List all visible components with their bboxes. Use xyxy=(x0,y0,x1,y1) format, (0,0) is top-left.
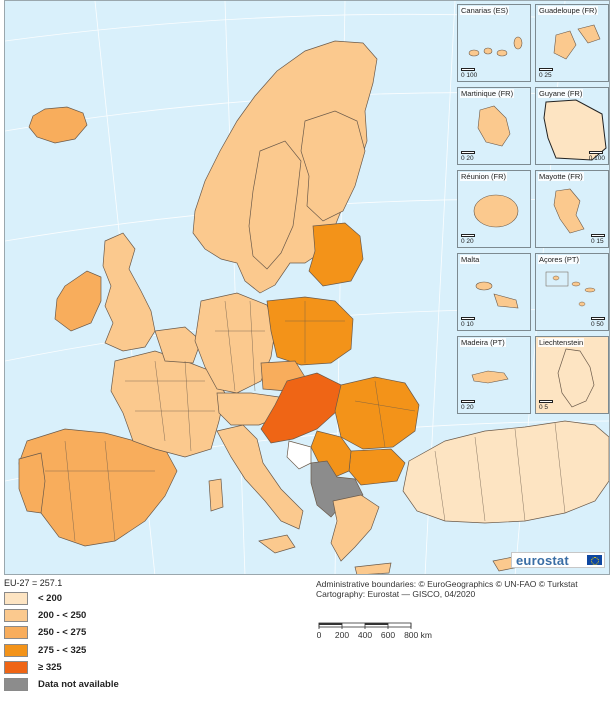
scale-label: 200 xyxy=(334,630,350,640)
inset-malta: Malta 0 10 xyxy=(457,253,531,331)
inset-map xyxy=(557,348,595,408)
inset-label: Mayotte (FR) xyxy=(538,172,584,181)
legend-item: < 200 xyxy=(4,590,304,607)
scale-label: 600 xyxy=(380,630,396,640)
legend-item: 275 - < 325 xyxy=(4,642,304,659)
legend-swatch xyxy=(4,660,28,674)
credits-cartography: Cartography: Eurostat — GISCO, 04/2020 xyxy=(316,589,476,599)
inset-scale: 0 10 xyxy=(461,317,475,328)
inset-scale: 0 20 xyxy=(461,234,475,245)
logo-text: eurostat xyxy=(516,552,569,568)
map-frame: Canarias (ES) 0 100 Guadeloupe (FR) 0 25… xyxy=(4,0,610,575)
inset-scale: 0 20 xyxy=(461,400,475,411)
scale-labels: 0 200 400 600 800 km xyxy=(316,630,432,640)
legend-swatch xyxy=(4,678,28,692)
region-baltics xyxy=(308,222,364,287)
scale-label: 400 xyxy=(357,630,373,640)
region-poland xyxy=(266,296,354,366)
region-portugal xyxy=(18,452,46,514)
region-sicily xyxy=(258,534,296,554)
legend-item: 200 - < 250 xyxy=(4,607,304,624)
inset-label: Guadeloupe (FR) xyxy=(538,6,598,15)
credits-boundaries: Administrative boundaries: © EuroGeograp… xyxy=(316,579,578,589)
region-great-britain xyxy=(102,232,156,352)
region-benelux xyxy=(154,326,202,364)
inset-map xyxy=(468,36,523,57)
region-bulgaria xyxy=(348,448,406,486)
legend-label: 200 - < 250 xyxy=(38,610,87,622)
inset-reunion: Réunion (FR) 0 20 xyxy=(457,170,531,248)
inset-map xyxy=(553,24,601,60)
scale-bar-graphic xyxy=(318,622,412,629)
region-finland xyxy=(300,110,366,222)
region-greece xyxy=(330,494,380,562)
legend-swatch xyxy=(4,609,28,623)
inset-mayotte: Mayotte (FR) 0 15 xyxy=(535,170,609,248)
inset-map xyxy=(477,105,511,147)
legend: EU-27 = 257.1 < 200 200 - < 250 250 - < … xyxy=(4,578,304,693)
inset-scale: 0 100 xyxy=(588,151,605,162)
region-turkey xyxy=(402,420,609,524)
europe-map xyxy=(5,1,609,574)
inset-map xyxy=(475,281,519,309)
legend-swatch xyxy=(4,643,28,657)
region-central-hotspot xyxy=(260,372,342,444)
eu-average: EU-27 = 257.1 xyxy=(4,578,63,588)
inset-madeira: Madeira (PT) 0 20 xyxy=(457,336,531,414)
inset-scale: 0 15 xyxy=(591,234,605,245)
inset-scale: 0 5 xyxy=(539,400,553,411)
region-bosnia xyxy=(286,440,312,470)
region-borders xyxy=(45,300,566,542)
inset-label: Liechtenstein xyxy=(538,338,585,347)
legend-item: Data not available xyxy=(4,676,304,693)
inset-label: Réunion (FR) xyxy=(460,172,508,181)
inset-map xyxy=(553,188,585,234)
legend-label: ≥ 325 xyxy=(38,661,62,673)
inset-guadeloupe: Guadeloupe (FR) 0 25 xyxy=(535,4,609,82)
inset-scale: 0 20 xyxy=(461,151,475,162)
inset-scale: 0 25 xyxy=(539,68,553,79)
inset-scale: 0 50 xyxy=(591,317,605,328)
legend-label: Data not available xyxy=(38,679,119,691)
region-ireland xyxy=(54,270,102,332)
inset-martinique: Martinique (FR) 0 20 xyxy=(457,87,531,165)
inset-label: Açores (PT) xyxy=(538,255,581,264)
inset-map xyxy=(543,99,607,161)
inset-scale: 0 100 xyxy=(461,68,477,79)
inset-map xyxy=(473,194,519,228)
inset-label: Martinique (FR) xyxy=(460,89,515,98)
legend-item: ≥ 325 xyxy=(4,659,304,676)
legend-label: 275 - < 325 xyxy=(38,644,87,656)
eu-flag-icon xyxy=(587,555,602,565)
region-crete xyxy=(354,562,392,574)
map-scale-bar: 0 200 400 600 800 km xyxy=(316,620,432,640)
inset-label: Canarias (ES) xyxy=(460,6,510,15)
region-sardinia xyxy=(208,478,224,512)
scale-label: 800 km xyxy=(404,630,432,640)
legend-label: 250 - < 275 xyxy=(38,627,87,639)
legend-swatch xyxy=(4,592,28,606)
inset-canarias: Canarias (ES) 0 100 xyxy=(457,4,531,82)
inset-label: Malta xyxy=(460,255,481,264)
inset-label: Guyane (FR) xyxy=(538,89,584,98)
inset-map xyxy=(471,370,509,384)
region-serbia xyxy=(310,430,352,478)
credits: Administrative boundaries: © EuroGeograp… xyxy=(316,579,578,599)
region-germany xyxy=(194,292,276,394)
region-sweden-south xyxy=(248,140,302,270)
inset-map xyxy=(545,271,596,307)
region-romania xyxy=(334,376,420,450)
eurostat-logo: eurostat xyxy=(511,552,605,568)
region-italy xyxy=(216,424,304,530)
inset-liechtenstein: Liechtenstein 0 5 xyxy=(535,336,609,414)
legend-label: < 200 xyxy=(38,593,63,605)
scale-label: 0 xyxy=(316,630,322,640)
inset-guyane: Guyane (FR) 0 100 xyxy=(535,87,609,165)
region-iceland xyxy=(28,106,88,144)
inset-acores: Açores (PT) 0 50 xyxy=(535,253,609,331)
legend-item: 250 - < 275 xyxy=(4,624,304,641)
legend-swatch xyxy=(4,626,28,640)
inset-label: Madeira (PT) xyxy=(460,338,506,347)
